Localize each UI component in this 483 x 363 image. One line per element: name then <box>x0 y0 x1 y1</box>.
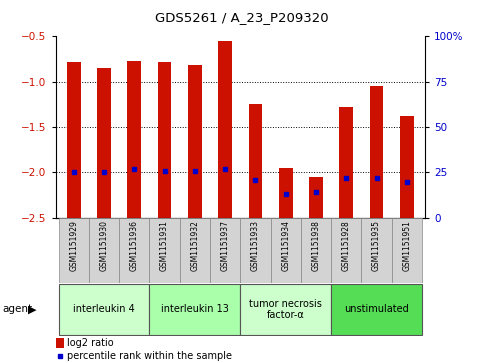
Bar <box>128 61 141 218</box>
Bar <box>340 107 353 218</box>
Text: interleukin 13: interleukin 13 <box>161 305 229 314</box>
Bar <box>218 41 232 218</box>
Bar <box>370 86 384 218</box>
Bar <box>56 338 64 348</box>
Text: GSM1151936: GSM1151936 <box>130 220 139 271</box>
Text: GSM1151931: GSM1151931 <box>160 220 169 271</box>
Bar <box>279 168 293 218</box>
Text: ▶: ▶ <box>28 305 37 314</box>
Bar <box>331 284 422 335</box>
Text: GSM1151933: GSM1151933 <box>251 220 260 271</box>
Bar <box>392 218 422 283</box>
Text: tumor necrosis
factor-α: tumor necrosis factor-α <box>249 299 322 320</box>
Bar <box>249 105 262 218</box>
Text: agent: agent <box>2 305 32 314</box>
Bar <box>58 284 149 335</box>
Bar <box>400 116 413 218</box>
Bar <box>210 218 241 283</box>
Bar <box>188 65 202 218</box>
Bar <box>89 218 119 283</box>
Bar <box>58 218 89 283</box>
Bar <box>158 62 171 218</box>
Bar <box>149 218 180 283</box>
Text: GSM1151938: GSM1151938 <box>312 220 321 271</box>
Text: GSM1151930: GSM1151930 <box>99 220 109 271</box>
Bar <box>180 218 210 283</box>
Text: log2 ratio: log2 ratio <box>67 338 114 348</box>
Bar <box>331 218 361 283</box>
Bar <box>97 68 111 218</box>
Bar <box>119 218 149 283</box>
Bar <box>270 218 301 283</box>
Text: GSM1151934: GSM1151934 <box>281 220 290 271</box>
Text: interleukin 4: interleukin 4 <box>73 305 135 314</box>
Text: unstimulated: unstimulated <box>344 305 409 314</box>
Text: percentile rank within the sample: percentile rank within the sample <box>67 351 232 361</box>
Text: GSM1151951: GSM1151951 <box>402 220 412 271</box>
Bar <box>241 218 270 283</box>
Text: GDS5261 / A_23_P209320: GDS5261 / A_23_P209320 <box>155 11 328 24</box>
Text: GSM1151929: GSM1151929 <box>69 220 78 271</box>
Bar <box>361 218 392 283</box>
Bar <box>241 284 331 335</box>
Text: GSM1151932: GSM1151932 <box>190 220 199 271</box>
Bar <box>67 62 81 218</box>
Bar <box>149 284 241 335</box>
Bar <box>301 218 331 283</box>
Text: GSM1151937: GSM1151937 <box>221 220 229 271</box>
Bar <box>309 177 323 218</box>
Text: GSM1151935: GSM1151935 <box>372 220 381 271</box>
Text: GSM1151928: GSM1151928 <box>342 220 351 270</box>
